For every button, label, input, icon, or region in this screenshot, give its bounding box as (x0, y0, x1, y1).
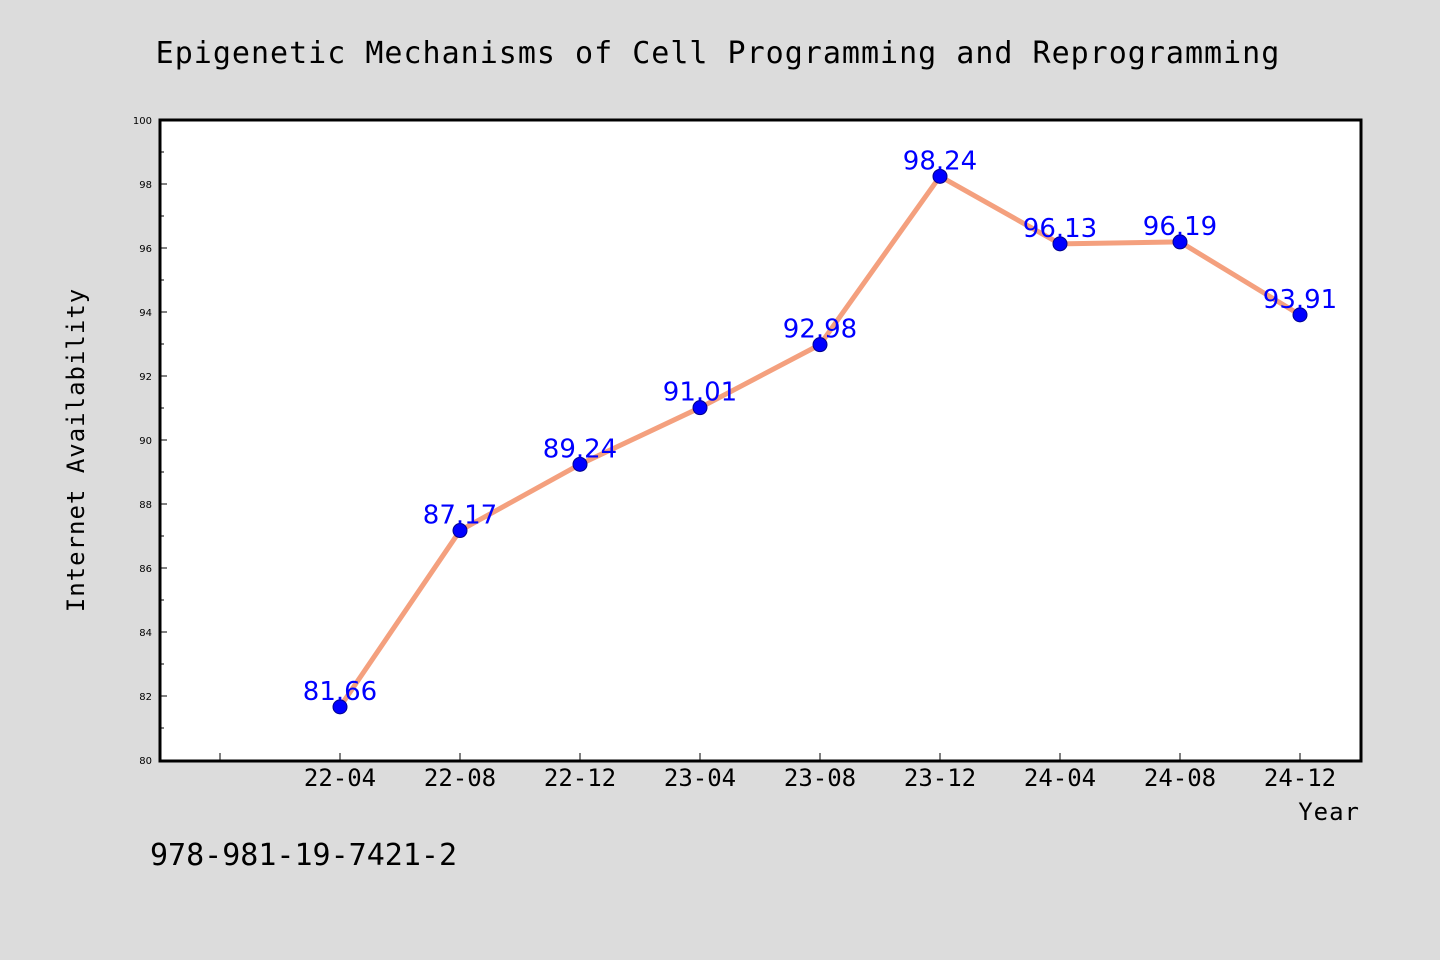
y-tick-label: 86 (139, 564, 152, 575)
y-axis: 80 82 84 86 88 90 92 94 96 98 100 (133, 116, 167, 767)
data-point (932, 168, 948, 184)
data-point (1292, 307, 1308, 323)
y-tick-label: 100 (133, 116, 152, 127)
series-layer (332, 168, 1308, 715)
x-tick-label: 22-08 (424, 764, 496, 792)
data-label: 93.91 (1263, 285, 1337, 315)
y-tick-label: 90 (139, 436, 152, 447)
x-axis: 22-04 22-08 22-12 23-04 23-08 23-12 24-04 24-08… (219, 753, 1336, 792)
y-tick-label: 96 (139, 244, 152, 255)
data-label: 91.01 (663, 378, 737, 408)
data-point (1172, 234, 1188, 250)
x-axis-label: Year (1298, 798, 1360, 826)
x-tick-label: 22-04 (304, 764, 376, 792)
data-labels: 81.66 87.17 89.24 91.01 92.98 98.24 96.13 96.19… (303, 146, 1337, 707)
data-label: 89.24 (543, 434, 617, 464)
y-tick-label: 88 (139, 500, 152, 511)
data-label: 96.19 (1143, 212, 1217, 242)
y-tick-label: 94 (139, 308, 152, 319)
data-point (572, 456, 588, 472)
x-tick-label: 23-04 (664, 764, 736, 792)
plot-area (158, 118, 1363, 763)
x-tick-label: 23-08 (784, 764, 856, 792)
y-axis-label: Internet Availability (62, 288, 90, 612)
y-tick-label: 80 (139, 756, 152, 767)
data-point (812, 337, 828, 353)
data-label: 81.66 (303, 677, 377, 707)
y-tick-label: 84 (139, 628, 152, 639)
x-tick-label: 22-12 (544, 764, 616, 792)
x-tick-label: 24-12 (1264, 764, 1336, 792)
x-tick-label: 23-12 (904, 764, 976, 792)
isbn-text: 978-981-19-7421-2 (150, 838, 457, 873)
data-point (692, 400, 708, 416)
data-label: 98.24 (903, 146, 977, 176)
data-label: 87.17 (423, 501, 497, 531)
data-label: 96.13 (1023, 214, 1097, 244)
x-tick-label: 24-04 (1024, 764, 1096, 792)
y-tick-label: 82 (139, 692, 152, 703)
chart-title: Epigenetic Mechanisms of Cell Programmin… (156, 36, 1281, 71)
data-label: 92.98 (783, 315, 857, 345)
y-tick-label: 98 (139, 180, 152, 191)
data-point (1052, 236, 1068, 252)
x-tick-label: 24-08 (1144, 764, 1216, 792)
y-tick-label: 92 (139, 372, 152, 383)
data-point (452, 523, 468, 539)
data-point (332, 699, 348, 715)
